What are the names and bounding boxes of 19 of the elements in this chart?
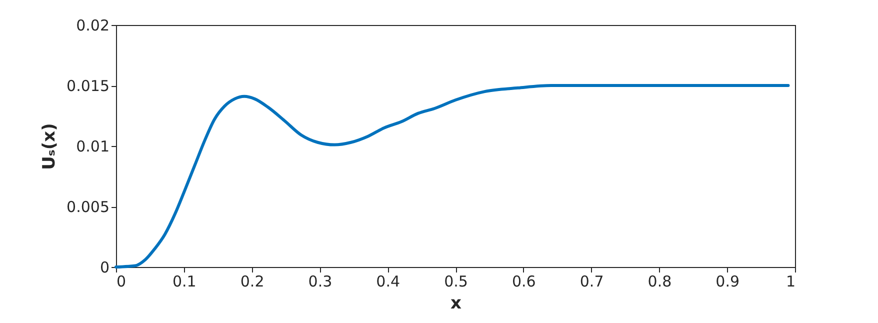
y-tick-label: 0.005: [66, 198, 110, 216]
x-tick-label: 0: [116, 272, 126, 290]
x-tick-label: 0.4: [376, 272, 400, 290]
x-axis-title: x: [450, 294, 462, 314]
x-tick-label: 0.2: [240, 272, 264, 290]
x-tick-label: 0.7: [580, 272, 604, 290]
x-tick-label: 0.9: [716, 272, 740, 290]
y-tick-label: 0.02: [76, 16, 110, 34]
y-tick-label: 0.015: [66, 77, 110, 95]
x-tick-label: 0.6: [512, 272, 536, 290]
line-series: [114, 84, 790, 268]
x-tick-label: 1: [786, 272, 796, 290]
y-tick-label: 0: [100, 258, 110, 276]
x-tick-label: 0.3: [308, 272, 332, 290]
x-tick-label: 0.5: [444, 272, 468, 290]
y-tick-label: 0.01: [76, 138, 110, 156]
x-tick-label: 0.8: [648, 272, 672, 290]
y-axis-title: Uₛ(x): [40, 123, 60, 170]
x-tick-label: 0.1: [172, 272, 196, 290]
